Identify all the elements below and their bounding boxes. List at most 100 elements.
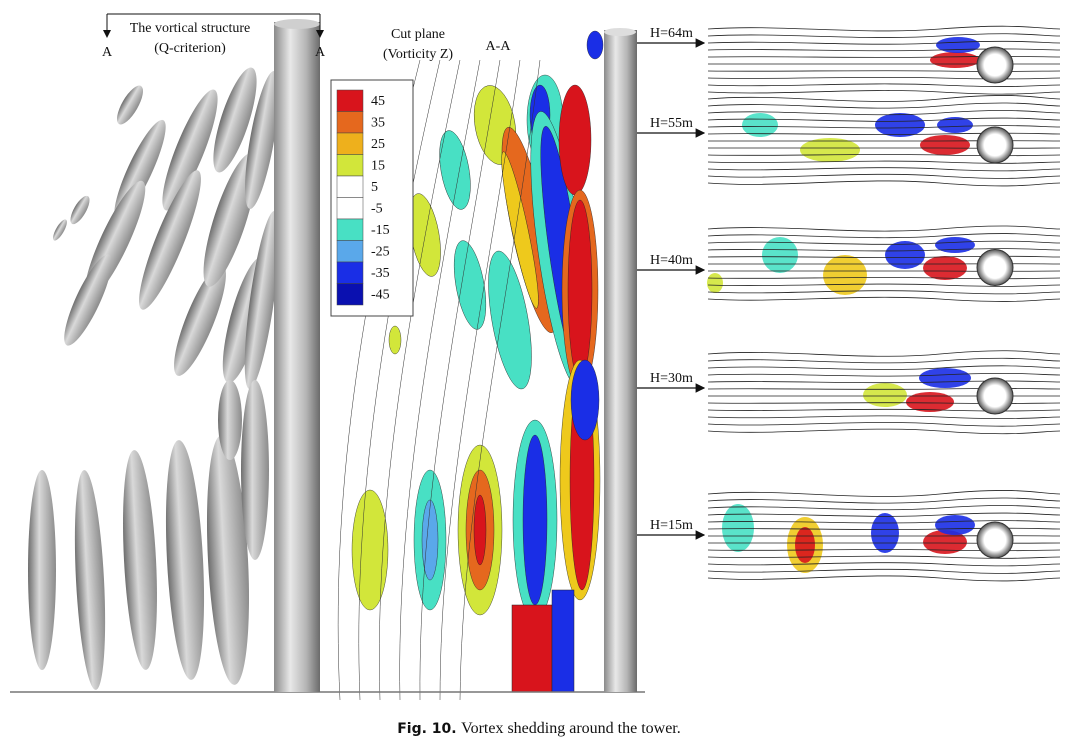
streamline: [708, 291, 1060, 294]
legend-label: 45: [371, 94, 385, 109]
vorticity-contour: [559, 85, 591, 195]
legend-swatch: [337, 133, 363, 155]
streamline: [708, 234, 1060, 238]
vorticity-contour: [474, 495, 486, 565]
streamline: [708, 34, 1060, 38]
section-mark: A: [102, 45, 113, 60]
panel-title: Cut plane: [391, 27, 445, 42]
vorticity-contour: [352, 490, 388, 610]
tower-section: [977, 47, 1013, 83]
legend-swatch: [337, 90, 363, 112]
vortex-tube: [218, 380, 242, 460]
legend-label: -15: [371, 223, 390, 238]
legend-swatch: [337, 241, 363, 263]
streamline: [708, 49, 1060, 51]
legend-label: 5: [371, 180, 378, 195]
streamline: [708, 174, 1060, 178]
vortex-tube: [161, 439, 210, 681]
q-criterion-panel: [28, 63, 286, 690]
streamline: [708, 168, 1060, 171]
streamline: [708, 429, 1060, 434]
legend-swatch: [337, 155, 363, 177]
vorticity-blob: [919, 368, 971, 388]
streamline: [708, 284, 1060, 286]
legend-label: 25: [371, 137, 385, 152]
tower-section: [977, 378, 1013, 414]
tower-section: [977, 250, 1013, 286]
height-label: H=64m: [650, 26, 693, 41]
tower-section: [977, 127, 1013, 163]
legend-label: -45: [371, 288, 390, 303]
panel-title: (Vorticity Z): [383, 47, 453, 62]
vorticity-blob: [875, 113, 925, 137]
legend-label: -5: [371, 202, 383, 217]
streamline: [708, 181, 1060, 186]
vorticity-contour: [523, 435, 547, 605]
streamline: [708, 416, 1060, 419]
section-mark: A: [315, 45, 326, 60]
vortex-tube: [67, 193, 93, 227]
streamline: [708, 490, 1060, 496]
vorticity-blob: [885, 241, 925, 269]
vorticity-contour: [552, 590, 574, 692]
caption-text: Vortex shedding around the tower.: [461, 720, 681, 737]
streamline-panels: H=64m H=55m H=40m H=30m H=15m: [604, 26, 1060, 581]
tower-section: [977, 522, 1013, 558]
section-label: A-A: [486, 39, 512, 54]
vorticity-blob: [722, 504, 754, 552]
legend-swatch: [337, 219, 363, 241]
height-label: H=40m: [650, 253, 693, 268]
vortex-tube: [28, 470, 56, 670]
vorticity-blob: [800, 138, 860, 162]
streamline: [708, 366, 1060, 370]
legend-swatch: [337, 176, 363, 198]
caption-label: Fig. 10.: [397, 721, 456, 737]
vortex-tube: [70, 469, 109, 690]
vorticity-contour: [512, 605, 552, 692]
streamline: [708, 161, 1060, 163]
streamline: [708, 26, 1060, 31]
vorticity-blob: [795, 527, 815, 563]
streamline: [708, 576, 1060, 581]
vortex-tube: [51, 218, 70, 243]
vorticity-contour: [587, 31, 603, 59]
streamline: [708, 95, 1060, 101]
vorticity-blob: [935, 237, 975, 253]
panel-title: (Q-criterion): [154, 41, 226, 56]
streamline: [708, 373, 1060, 376]
vorticity-blob: [823, 255, 867, 295]
streamline: [708, 358, 1060, 363]
streamline: [708, 563, 1060, 566]
vorticity-contour: [389, 326, 401, 354]
vorticity-contour: [571, 360, 599, 440]
vorticity-blob: [923, 256, 967, 280]
legend-label: -25: [371, 245, 390, 260]
height-label: H=30m: [650, 371, 693, 386]
legend-label: 15: [371, 159, 385, 174]
streamline: [708, 506, 1060, 510]
caption: Fig. 10. Vortex shedding around the towe…: [397, 720, 681, 737]
vorticity-blob: [707, 273, 723, 293]
vortex-tube: [241, 380, 269, 560]
height-label: H=55m: [650, 116, 693, 131]
streamline: [708, 498, 1060, 503]
streamline: [708, 226, 1060, 231]
vorticity-contour: [448, 238, 491, 331]
panel-title: The vortical structure: [130, 21, 251, 36]
streamline: [708, 569, 1060, 573]
vorticity-contour: [434, 128, 475, 212]
streamline: [708, 91, 1060, 95]
vorticity-blob: [930, 52, 980, 68]
streamline: [708, 103, 1060, 108]
vorticity-blob: [936, 37, 980, 53]
vortex-tube: [118, 449, 161, 670]
vorticity-blob: [906, 392, 954, 412]
legend-swatch: [337, 112, 363, 134]
vortex-tube: [112, 82, 148, 128]
streamline: [708, 84, 1060, 87]
tower-top: [274, 19, 320, 29]
vorticity-blob: [863, 383, 907, 407]
streamline: [708, 249, 1060, 251]
height-label: H=15m: [650, 518, 693, 533]
